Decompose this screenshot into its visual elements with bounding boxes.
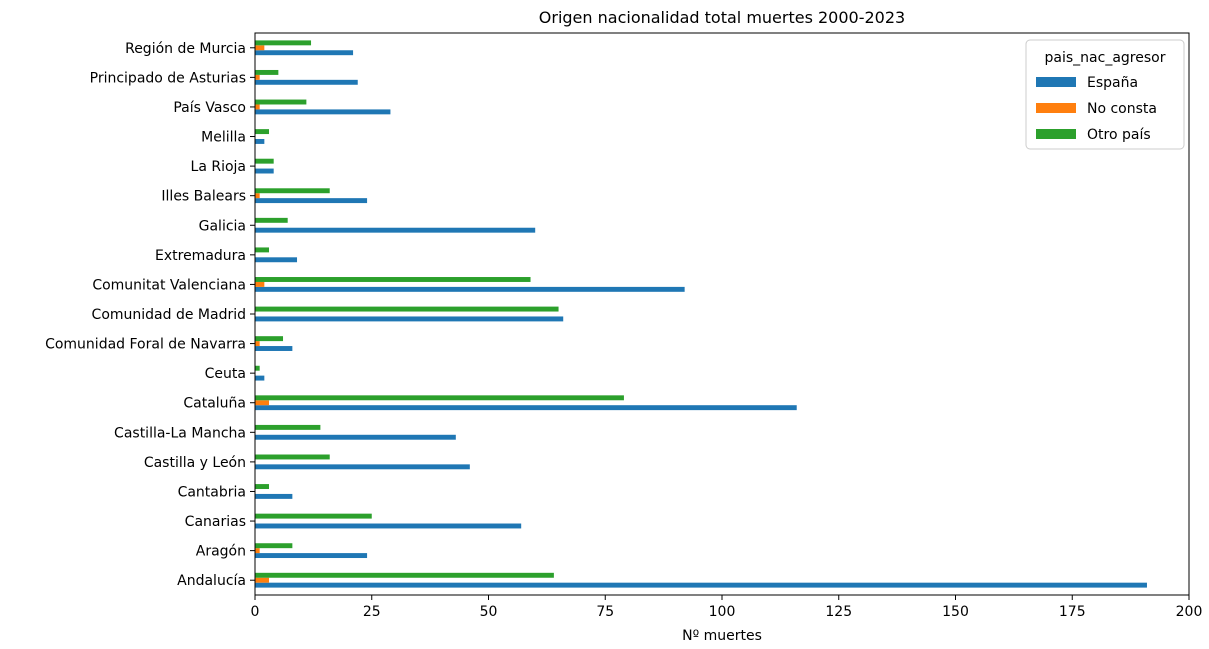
y-tick-label: Castilla-La Mancha [114, 425, 246, 441]
bar-Otro país-Illes Balears [255, 188, 330, 194]
bar-Otro país-Aragón [255, 543, 293, 549]
bar-Otro país-Castilla y León [255, 454, 330, 460]
bar-No consta-Aragón [255, 548, 260, 554]
bar-España-Aragón [255, 553, 368, 559]
legend-title: pais_nac_agresor [1045, 50, 1166, 66]
bar-Otro país-Principado de Asturias [255, 69, 279, 75]
y-tick-label: Cataluña [183, 396, 246, 412]
bar-No consta-País Vasco [255, 104, 260, 110]
legend-swatch-No consta [1036, 103, 1076, 113]
bar-No consta-Región de Murcia [255, 45, 265, 51]
x-tick-label: 125 [825, 604, 852, 620]
y-tick-label: Región de Murcia [125, 41, 246, 57]
y-tick-label: Melilla [201, 130, 246, 146]
bar-España-Cantabria [255, 493, 293, 499]
y-tick-label: Principado de Asturias [90, 70, 246, 86]
y-tick-label: Andalucía [177, 573, 246, 589]
bar-España-Andalucía [255, 582, 1147, 588]
y-tick-label: Extremadura [155, 248, 246, 264]
bar-España-Cataluña [255, 405, 797, 411]
bar-España-Ceuta [255, 375, 265, 381]
bar-Otro país-Melilla [255, 129, 270, 135]
bar-España-Comunitat Valenciana [255, 286, 685, 292]
x-tick-label: 25 [363, 604, 381, 620]
bar-Otro país-Comunitat Valenciana [255, 277, 531, 282]
bar-Otro país-Cataluña [255, 395, 624, 401]
x-tick-label: 175 [1059, 604, 1086, 620]
bar-Otro país-Comunidad Foral de Navarra [255, 336, 284, 342]
chart-title: Origen nacionalidad total muertes 2000-2… [539, 8, 905, 27]
bar-España-Región de Murcia [255, 50, 354, 56]
legend: pais_nac_agresor España No consta Otro país [1025, 39, 1185, 150]
x-tick-label: 100 [709, 604, 736, 620]
legend-swatch-Otro país [1036, 129, 1076, 139]
y-tick-label: Illes Balears [161, 189, 246, 205]
y-tick-label: Castilla y León [144, 455, 246, 471]
y-tick-label: Comunitat Valenciana [92, 277, 246, 293]
legend-label-España: España [1087, 75, 1138, 91]
x-tick-label: 200 [1176, 604, 1203, 620]
bar-España-Extremadura [255, 257, 298, 263]
bar-Otro país-Comunidad de Madrid [255, 306, 559, 312]
legend-box [1025, 39, 1185, 150]
x-tick-label: 150 [942, 604, 969, 620]
bar-España-Galicia [255, 227, 536, 233]
plot-area: 0 25 50 75 100 125 150 175 200 Andalucía Aragón Can… [45, 32, 1203, 620]
bar-Otro país-Ceuta [255, 365, 260, 371]
bar-Otro país-Andalucía [255, 572, 554, 578]
bar-España-Melilla [255, 138, 265, 144]
bar-Otro país-Cantabria [255, 484, 270, 490]
bar-No consta-Principado de Asturias [255, 74, 260, 80]
y-tick-label: Galicia [199, 218, 246, 234]
bar-Otro país-La Rioja [255, 158, 274, 164]
legend-label-Otro país: Otro país [1087, 127, 1151, 143]
y-tick-label: Aragón [196, 544, 246, 560]
y-tick-label: Comunidad Foral de Navarra [45, 337, 246, 353]
bar-España-Comunidad de Madrid [255, 316, 564, 322]
bar-España-La Rioja [255, 168, 274, 174]
y-tick-label: Comunidad de Madrid [92, 307, 246, 323]
legend-label-No consta: No consta [1087, 101, 1157, 117]
y-tick-label: La Rioja [191, 159, 246, 175]
bar-España-Canarias [255, 523, 522, 529]
bar-Otro país-Galicia [255, 217, 288, 223]
bar-Otro país-Extremadura [255, 247, 270, 253]
bar-Otro país-Castilla-La Mancha [255, 424, 321, 430]
bar-No consta-Comunidad Foral de Navarra [255, 341, 260, 347]
bar-Otro país-Canarias [255, 513, 372, 519]
bar-España-País Vasco [255, 109, 391, 115]
bar-No consta-Andalucía [255, 577, 270, 583]
legend-swatch-España [1036, 77, 1076, 87]
bar-Otro país-País Vasco [255, 99, 307, 105]
y-tick-label: País Vasco [173, 100, 246, 116]
bar-No consta-Cataluña [255, 400, 270, 406]
bar-No consta-Comunitat Valenciana [255, 281, 265, 287]
bar-No consta-Illes Balears [255, 193, 260, 199]
bar-España-Castilla-La Mancha [255, 434, 456, 440]
x-tick-label: 75 [596, 604, 614, 620]
y-tick-label: Ceuta [205, 366, 246, 382]
x-tick-label: 50 [480, 604, 498, 620]
y-tick-label: Canarias [185, 514, 246, 530]
x-axis-label: Nº muertes [682, 628, 762, 644]
bar-España-Castilla y León [255, 464, 470, 470]
bar-España-Illes Balears [255, 198, 368, 204]
bar-España-Principado de Asturias [255, 79, 358, 85]
x-tick-label: 0 [251, 604, 260, 620]
bar-España-Comunidad Foral de Navarra [255, 346, 293, 351]
bar-Otro país-Región de Murcia [255, 40, 312, 46]
y-tick-label: Cantabria [178, 484, 246, 500]
